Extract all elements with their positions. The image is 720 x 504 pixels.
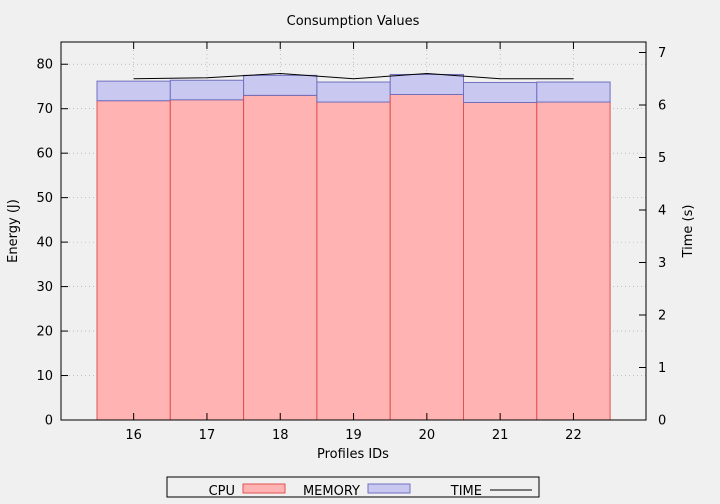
y-tick-label: 60 [36, 147, 53, 162]
x-axis-label: Profiles IDs [317, 447, 389, 462]
bar-memory-18 [243, 74, 318, 96]
bar-memory-19 [316, 81, 391, 103]
y2-tick-label: 3 [658, 256, 666, 271]
bar-cpu-19 [316, 101, 391, 421]
y2-tick-label: 2 [658, 309, 666, 324]
legend-box [166, 476, 540, 498]
bar-cpu-16 [96, 100, 171, 421]
bar-cpu-18 [243, 94, 318, 421]
x-tick-label: 21 [492, 428, 509, 443]
y-tick-label: 40 [36, 236, 53, 251]
legend-swatch-memory [367, 483, 411, 494]
y2-tick-label: 1 [658, 361, 666, 376]
bar-cpu-17 [169, 99, 245, 421]
bar-memory-21 [463, 81, 538, 103]
y2-tick-label: 7 [658, 46, 666, 61]
legend-label-memory: MEMORY [303, 484, 360, 499]
x-tick-label: 20 [419, 428, 436, 443]
y-axis-label: Energy (J) [6, 199, 21, 263]
legend: CPU MEMORY TIME [166, 476, 540, 499]
bar-cpu-21 [463, 101, 538, 421]
chart-title: Consumption Values [287, 14, 420, 29]
y-tick-label: 0 [45, 414, 53, 429]
y2-tick-label: 5 [658, 151, 666, 166]
x-tick-label: 16 [125, 428, 142, 443]
y2-axis-label: Time (s) [681, 205, 696, 259]
x-tick-label: 18 [272, 428, 289, 443]
bar-memory-16 [96, 80, 171, 102]
y-tick-label: 80 [36, 58, 53, 73]
bar-memory-22 [536, 81, 611, 103]
y-tick-label: 70 [36, 102, 53, 117]
y-tick-label: 20 [36, 325, 53, 340]
legend-swatch-cpu [242, 483, 286, 494]
y2-tick-label: 4 [658, 204, 666, 219]
y2-tick-label: 6 [658, 99, 666, 114]
bar-memory-17 [169, 79, 245, 101]
legend-label-time: TIME [450, 484, 482, 499]
x-tick-label: 19 [345, 428, 362, 443]
y2-tick-label: 0 [658, 414, 666, 429]
ticks: 0 10 20 30 40 50 60 70 80 0 1 2 3 4 5 6 7 16 17 18 19 20 21 22 [36, 42, 666, 443]
bar-memory-20 [389, 73, 465, 95]
bars [96, 73, 611, 421]
x-tick-label: 22 [565, 428, 582, 443]
x-tick-label: 17 [199, 428, 216, 443]
bar-cpu-20 [389, 93, 465, 421]
bar-cpu-22 [536, 101, 611, 421]
y-tick-label: 30 [36, 280, 53, 295]
time-line [133, 72, 574, 80]
legend-label-cpu: CPU [209, 484, 235, 499]
y-tick-label: 50 [36, 191, 53, 206]
y-tick-label: 10 [36, 369, 53, 384]
